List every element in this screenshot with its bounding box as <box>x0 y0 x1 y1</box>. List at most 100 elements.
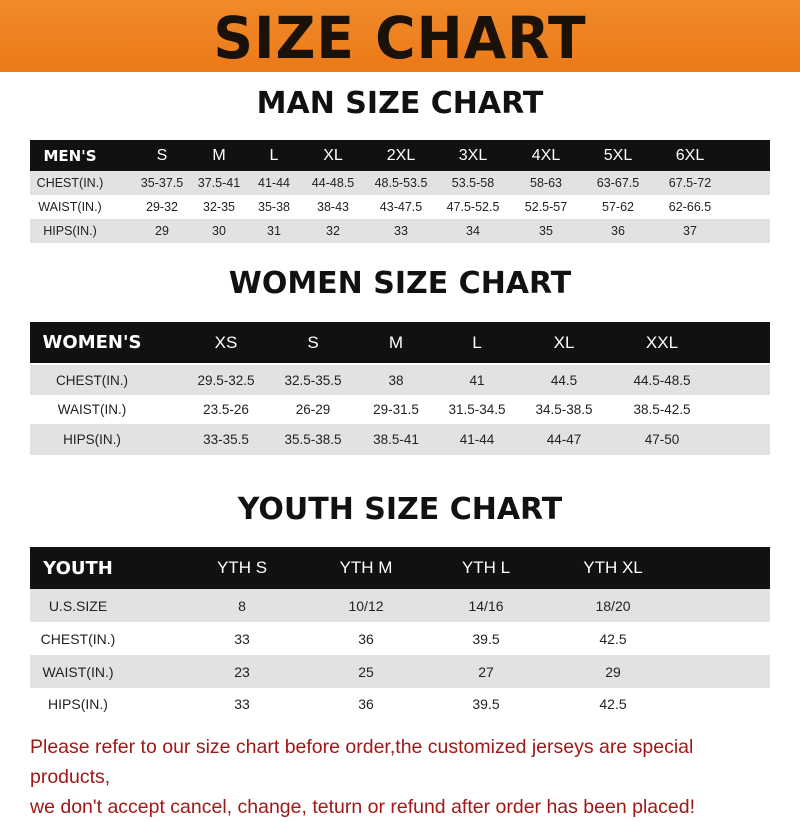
size-header-cell: S <box>307 332 319 352</box>
title-banner: SIZE CHART <box>0 0 800 72</box>
table-cell: 33-35.5 <box>203 432 249 447</box>
notice: Please refer to our size chart before or… <box>30 732 775 822</box>
table-header-row: YOUTH YTH S YTH M YTH L YTH XL <box>30 547 770 589</box>
row-label: CHEST(IN.) <box>40 630 116 647</box>
table-row: CHEST(IN.) 29.5-32.5 32.5-35.5 38 41 44.5 44.5… <box>30 365 770 395</box>
size-header-cell: 5XL <box>603 146 633 164</box>
men-section-title: MAN SIZE CHART <box>256 86 544 121</box>
table-cell: 8 <box>238 597 246 614</box>
table-cell: 33 <box>234 696 250 712</box>
table-cell: 34.5-38.5 <box>535 402 593 417</box>
table-row: U.S.SIZE 8 10/12 14/16 18/20 <box>30 589 770 622</box>
table-row: WAIST(IN.) 29-32 32-35 35-38 38-43 43-47.5 47.… <box>30 195 770 219</box>
table-row: HIPS(IN.) 33 36 39.5 42.5 <box>30 688 770 720</box>
table-cell: 32 <box>326 224 340 238</box>
size-header-cell: M <box>388 332 404 352</box>
size-header-cell: XL <box>323 146 343 164</box>
row-label: HIPS(IN.) <box>43 224 97 238</box>
table-title-cell: MEN'S <box>43 146 97 165</box>
table-cell: 35 <box>539 224 553 238</box>
table-cell: 33 <box>394 224 408 238</box>
row-label: CHEST(IN.) <box>36 176 104 190</box>
table-cell: 52.5-57 <box>524 200 568 214</box>
table-row: HIPS(IN.) 33-35.5 35.5-38.5 38.5-41 41-44 44-… <box>30 424 770 455</box>
row-label: WAIST(IN.) <box>42 663 114 680</box>
table-row: WAIST(IN.) 23 25 27 29 <box>30 655 770 688</box>
table-cell: 47.5-52.5 <box>446 200 500 214</box>
table-header-row: MEN'S S M L XL 2XL 3XL 4XL 5XL 6XL <box>30 140 770 171</box>
row-label: HIPS(IN.) <box>48 696 108 712</box>
table-cell: 29.5-32.5 <box>197 372 255 388</box>
row-label: HIPS(IN.) <box>63 432 121 447</box>
table-cell: 44.5 <box>550 372 578 388</box>
table-cell: 36 <box>611 224 625 238</box>
table-cell: 44-47 <box>546 432 582 447</box>
table-cell: 41 <box>469 372 485 388</box>
size-header-cell: YTH L <box>461 558 511 577</box>
table-cell: 29-31.5 <box>373 402 419 417</box>
table-cell: 57-62 <box>602 200 634 214</box>
size-header-cell: YTH S <box>216 558 268 577</box>
table-cell: 36 <box>358 630 374 647</box>
size-header-cell: S <box>156 146 168 164</box>
table-cell: 36 <box>358 696 374 712</box>
table-cell: 42.5 <box>599 696 627 712</box>
table-cell: 29 <box>155 224 169 238</box>
women-section-title: WOMEN SIZE CHART <box>228 266 572 301</box>
table-row: CHEST(IN.) 35-37.5 37.5-41 41-44 44-48.5 48.5… <box>30 171 770 195</box>
table-cell: 18/20 <box>595 597 631 614</box>
table-cell: 38.5-42.5 <box>633 402 691 417</box>
banner-title: SIZE CHART <box>213 4 587 72</box>
size-header-cell: M <box>212 146 226 164</box>
row-label: CHEST(IN.) <box>56 372 128 388</box>
table-cell: 34 <box>466 224 480 238</box>
table-row: HIPS(IN.) 29 30 31 32 33 34 35 36 37 <box>30 219 770 243</box>
table-cell: 23.5-26 <box>203 402 249 417</box>
table-cell: 39.5 <box>472 696 500 712</box>
size-header-cell: XS <box>214 332 238 352</box>
table-cell: 10/12 <box>348 597 384 614</box>
table-cell: 44.5-48.5 <box>633 372 691 388</box>
table-cell: 29-32 <box>146 200 178 214</box>
table-cell: 31 <box>267 224 281 238</box>
row-label: U.S.SIZE <box>48 597 108 614</box>
size-header-cell: YTH XL <box>583 558 643 577</box>
table-cell: 38.5-41 <box>373 432 419 447</box>
table-cell: 38 <box>388 372 404 388</box>
table-header-row: WOMEN'S XS S M L XL XXL <box>30 322 770 363</box>
table-cell: 14/16 <box>468 597 504 614</box>
table-cell: 41-44 <box>459 432 495 447</box>
size-header-cell: 4XL <box>531 146 561 164</box>
table-cell: 32-35 <box>203 200 235 214</box>
table-cell: 37 <box>683 224 697 238</box>
table-title-cell: YOUTH <box>43 557 113 579</box>
table-cell: 63-67.5 <box>596 176 640 190</box>
size-header-cell: XXL <box>645 332 679 352</box>
table-cell: 37.5-41 <box>197 176 241 190</box>
size-header-cell: YTH M <box>339 558 393 577</box>
table-cell: 35-37.5 <box>140 176 184 190</box>
table-cell: 41-44 <box>258 176 290 190</box>
size-header-cell: 3XL <box>458 146 488 164</box>
size-header-cell: L <box>472 332 482 352</box>
table-cell: 25 <box>358 663 374 680</box>
table-cell: 27 <box>478 663 494 680</box>
table-cell: 31.5-34.5 <box>448 402 506 417</box>
table-cell: 42.5 <box>599 630 627 647</box>
table-cell: 26-29 <box>295 402 331 417</box>
table-cell: 67.5-72 <box>668 176 712 190</box>
table-cell: 44-48.5 <box>311 176 355 190</box>
youth-section-title: YOUTH SIZE CHART <box>237 492 563 527</box>
table-cell: 33 <box>234 630 250 647</box>
notice-line-1: Please refer to our size chart before or… <box>30 736 694 788</box>
table-cell: 62-66.5 <box>668 200 712 214</box>
notice-line-2: we don't accept cancel, change, teturn o… <box>30 796 695 818</box>
size-header-cell: 6XL <box>675 146 705 164</box>
table-cell: 30 <box>212 224 226 238</box>
table-cell: 35.5-38.5 <box>284 432 342 447</box>
table-cell: 38-43 <box>317 200 349 214</box>
row-label: WAIST(IN.) <box>57 402 127 417</box>
table-cell: 43-47.5 <box>379 200 423 214</box>
table-cell: 29 <box>605 663 621 680</box>
table-cell: 39.5 <box>472 630 500 647</box>
